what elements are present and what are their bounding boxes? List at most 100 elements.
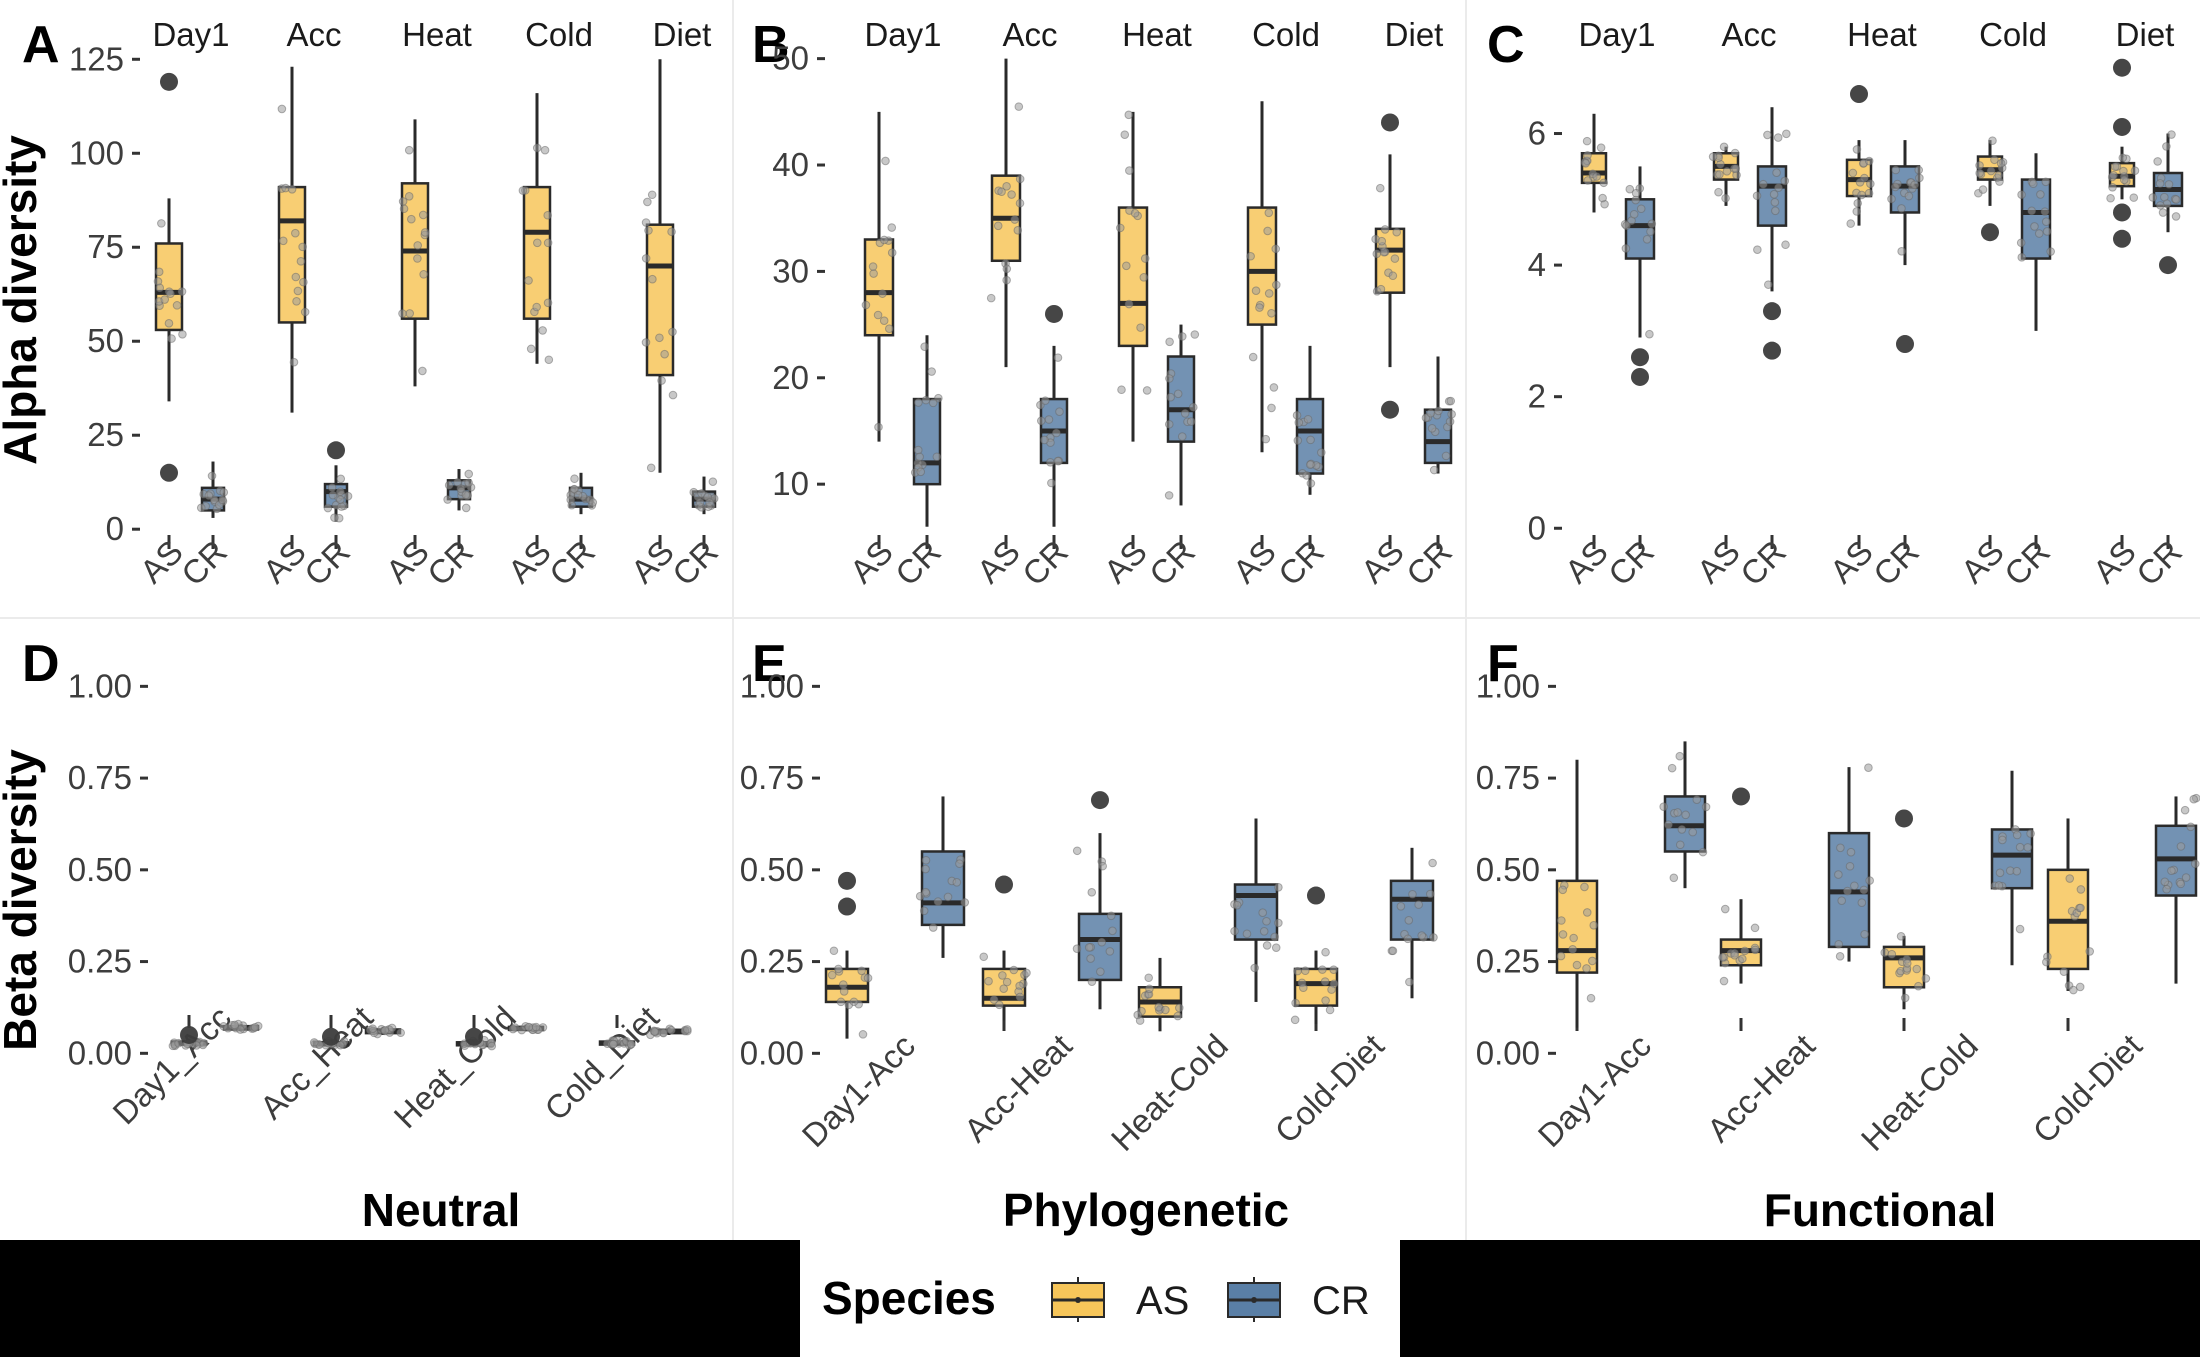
legend-bar-left: [0, 1240, 800, 1357]
box-day1-acc-as: [1555, 759, 1599, 1028]
sample-point: [2059, 967, 2069, 976]
sample-point: [1232, 900, 1242, 910]
sample-point: [2075, 982, 2085, 992]
sample-point: [979, 952, 989, 962]
y-tick-label: 1.00: [740, 667, 804, 704]
sample-point: [330, 513, 339, 522]
sample-point: [1120, 130, 1130, 140]
panel-letter-c: C: [1487, 16, 1525, 74]
sample-point: [279, 236, 288, 246]
sample-point: [1910, 180, 1919, 190]
sample-point: [1321, 947, 1330, 957]
sample-point: [167, 334, 176, 343]
box-heat-cold-as: [1880, 809, 1931, 1010]
box-acc-heat-cr: [364, 1023, 405, 1039]
sample-point: [2130, 166, 2140, 175]
sample-point: [2160, 877, 2170, 887]
x-tick-label-cr: CR: [1015, 533, 1075, 593]
y-tick-label: 0.75: [1476, 759, 1540, 796]
sample-point: [1417, 931, 1427, 940]
sample-point: [1015, 174, 1025, 184]
sample-point: [1272, 280, 1281, 290]
sample-point: [2036, 190, 2045, 199]
sample-point: [1105, 947, 1115, 956]
sample-point: [2042, 957, 2051, 967]
sample-point: [1588, 956, 1597, 966]
outlier-point: [1381, 400, 1399, 419]
box-day1-acc-as: [168, 1025, 209, 1051]
sample-point: [960, 898, 970, 907]
legend-key-cr: [1227, 1277, 1281, 1322]
y-tick-label: 0.00: [740, 1034, 804, 1071]
sample-point: [380, 1026, 390, 1035]
sample-point: [289, 357, 299, 367]
sample-point: [2155, 179, 2165, 188]
x-tick-label-cold-diet: Cold_Diet: [537, 999, 666, 1128]
sample-point: [682, 1025, 692, 1034]
sample-point: [919, 906, 929, 916]
facet-label-heat: Heat: [402, 16, 472, 53]
sample-point: [1764, 280, 1773, 289]
sample-point: [1569, 933, 1578, 943]
sample-point: [2156, 201, 2165, 210]
sample-point: [1046, 458, 1055, 467]
sample-point: [1124, 110, 1134, 120]
sample-point: [1445, 417, 1455, 426]
x-tick-label-cr: CR: [542, 533, 602, 593]
sample-point: [1645, 329, 1654, 339]
legend-key-as: [1051, 1277, 1105, 1322]
box-acc-heat-cr: [1827, 763, 1874, 962]
panel-letter-e: E: [752, 635, 787, 693]
sample-point: [873, 310, 883, 320]
x-tick-label-as: AS: [1354, 533, 1411, 590]
sample-point: [1990, 155, 1999, 165]
sample-point: [920, 342, 929, 351]
sample-point: [1428, 858, 1437, 868]
sample-point: [1865, 876, 1874, 885]
sample-point: [1446, 396, 1456, 406]
x-tick-label-cr: CR: [297, 533, 357, 593]
sample-point: [1317, 448, 1326, 457]
box-acc-cr: [1752, 107, 1791, 360]
box-day1-acc-cr: [1659, 741, 1711, 889]
y-tick-label: 0.50: [1476, 851, 1540, 888]
facet-label-cold: Cold: [1979, 16, 2047, 53]
sample-point: [1622, 221, 1631, 230]
sample-point: [857, 966, 866, 976]
sample-point: [2015, 842, 2025, 852]
sample-point: [667, 227, 676, 237]
sample-point: [1293, 966, 1302, 976]
sample-point: [2167, 130, 2176, 139]
sample-point: [626, 1040, 636, 1049]
sample-point: [2041, 177, 2051, 187]
sample-point: [1140, 254, 1150, 263]
sample-point: [293, 286, 303, 296]
sample-point: [1771, 206, 1780, 216]
sample-point: [1377, 236, 1387, 246]
outlier-point: [327, 441, 345, 460]
sample-point: [204, 491, 214, 500]
sample-point: [1186, 417, 1196, 426]
sample-point: [641, 218, 651, 227]
sample-point: [1262, 916, 1271, 926]
sample-point: [1698, 847, 1708, 857]
sample-point: [884, 324, 894, 334]
sample-point: [1750, 923, 1760, 933]
sample-point: [1583, 151, 1592, 160]
legend-label-cr: CR: [1312, 1279, 1370, 1323]
sample-point: [1002, 182, 1011, 191]
sample-point: [1248, 352, 1258, 362]
box-heat-as: [1115, 110, 1152, 442]
sample-point: [1772, 168, 1781, 177]
sample-point: [1846, 219, 1856, 228]
facet-label-day1: Day1: [864, 16, 941, 53]
box-iqr: [863, 238, 895, 337]
sample-point: [1015, 198, 1025, 208]
beta-diversity-axis-title: Beta diversity: [0, 749, 46, 1051]
sample-point: [532, 143, 542, 153]
sample-point: [1852, 145, 1862, 154]
sample-point: [1306, 460, 1315, 470]
box-heat-cr: [1164, 324, 1200, 506]
sample-point: [2016, 238, 2026, 248]
sample-point: [1144, 973, 1153, 983]
